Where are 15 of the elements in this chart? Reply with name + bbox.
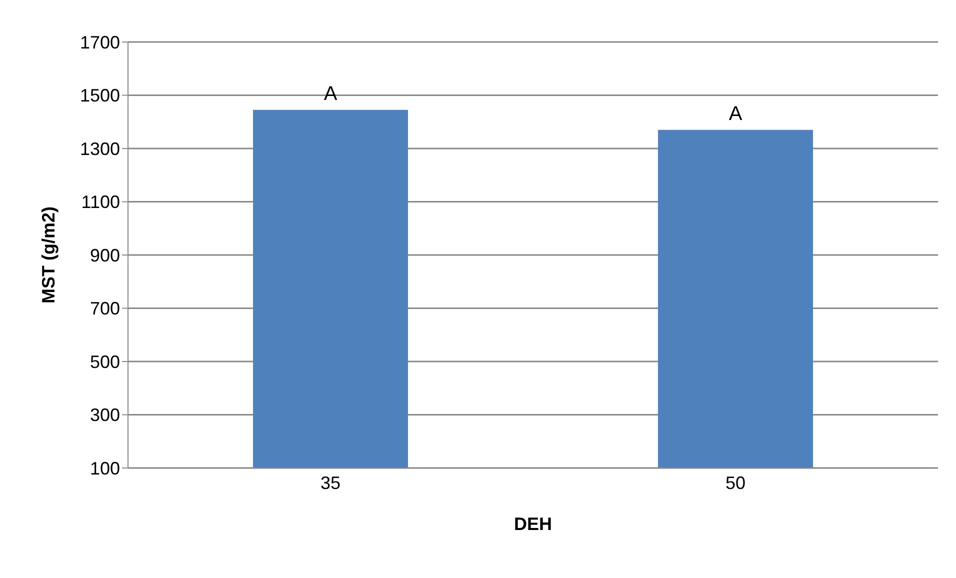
- x-tick-label: 35: [320, 472, 341, 493]
- y-tick-label: 900: [90, 245, 120, 266]
- y-tick-label: 1700: [80, 32, 120, 52]
- y-tick-label: 1100: [81, 192, 120, 212]
- y-tick-label: 1500: [80, 86, 120, 106]
- annotation: A: [728, 102, 743, 125]
- y-tick-label: 300: [90, 405, 120, 426]
- x-tick-label: 50: [725, 472, 746, 493]
- y-tick-label: 1300: [80, 138, 120, 159]
- annotation: A: [324, 82, 338, 105]
- y-tick-label: 700: [90, 298, 120, 319]
- y-tick-label: 500: [90, 352, 120, 372]
- x-axis-title: DEH: [514, 514, 552, 534]
- y-axis-title: MST (g/m2): [38, 206, 58, 304]
- y-tick-label: 100: [90, 458, 120, 478]
